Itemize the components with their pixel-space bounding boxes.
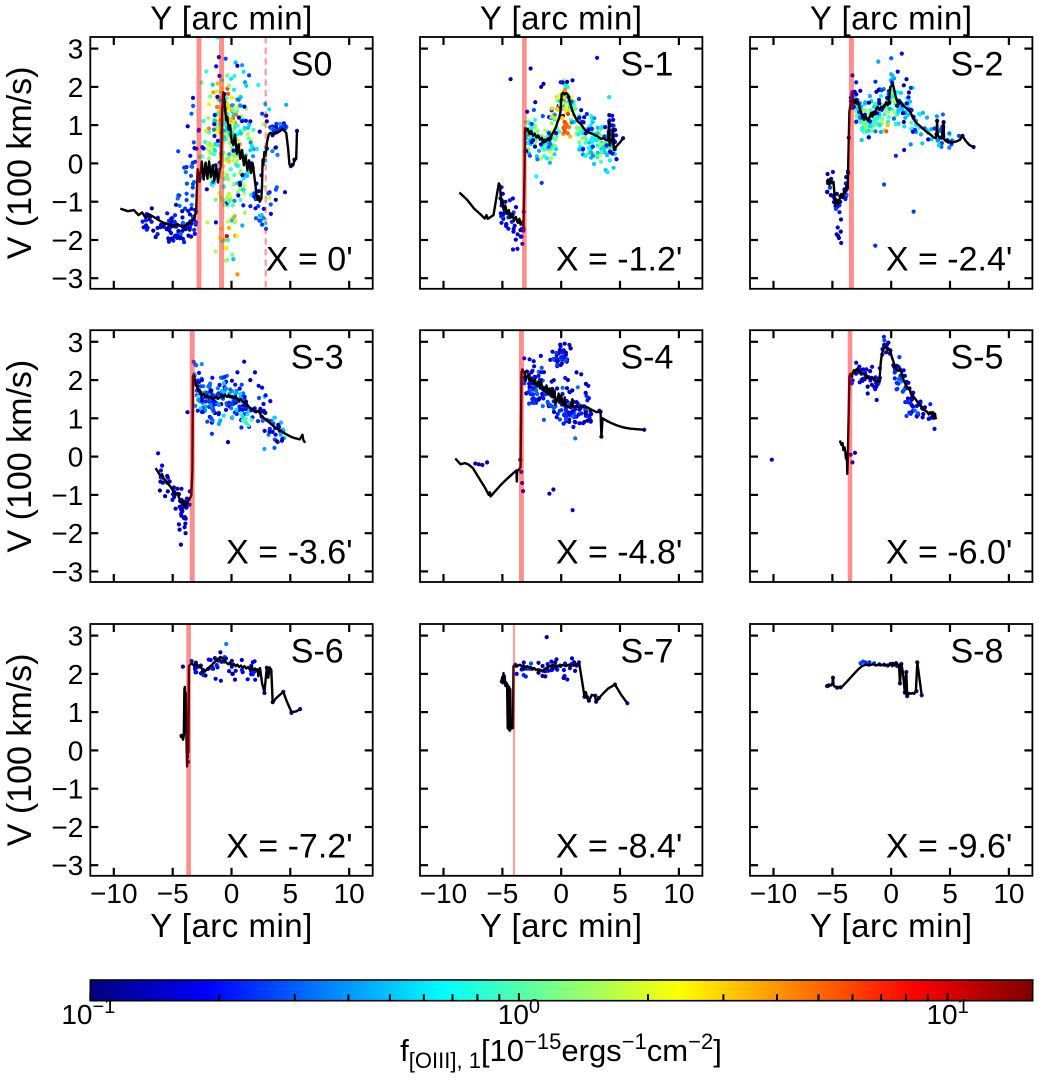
svg-text:2: 2	[68, 365, 84, 396]
svg-text:V (100 km/s): V (100 km/s)	[1, 67, 39, 260]
svg-text:0: 0	[68, 735, 84, 766]
svg-text:S-4: S-4	[621, 339, 674, 377]
svg-text:X = -2.4': X = -2.4'	[886, 240, 1013, 278]
svg-text:−2: −2	[51, 518, 83, 549]
svg-text:Y [arc min]: Y [arc min]	[810, 0, 973, 37]
svg-text:10: 10	[663, 878, 694, 909]
svg-text:1: 1	[68, 110, 84, 141]
svg-text:Y [arc min]: Y [arc min]	[480, 907, 643, 944]
svg-text:0: 0	[68, 442, 84, 473]
svg-text:−10: −10	[750, 878, 798, 909]
svg-text:−1: −1	[51, 187, 83, 218]
svg-text:X = -4.8': X = -4.8'	[556, 534, 683, 572]
svg-text:−10: −10	[420, 878, 468, 909]
svg-text:1: 1	[68, 403, 84, 434]
svg-text:Y [arc min]: Y [arc min]	[480, 0, 643, 37]
svg-text:V (100 km/s): V (100 km/s)	[1, 654, 39, 847]
svg-text:Y [arc min]: Y [arc min]	[150, 907, 313, 944]
svg-text:−5: −5	[816, 878, 848, 909]
svg-text:V (100 km/s): V (100 km/s)	[1, 360, 39, 553]
svg-text:S-2: S-2	[951, 46, 1004, 84]
svg-text:X = -7.2': X = -7.2'	[226, 827, 353, 865]
svg-text:−1: −1	[51, 480, 83, 511]
svg-text:Y [arc min]: Y [arc min]	[810, 907, 973, 944]
svg-text:S-6: S-6	[291, 633, 344, 671]
svg-text:−3: −3	[51, 263, 83, 294]
svg-text:X = -6.0': X = -6.0'	[886, 534, 1013, 572]
svg-text:X = -8.4': X = -8.4'	[556, 827, 683, 865]
svg-text:3: 3	[68, 621, 84, 652]
svg-text:X = 0': X = 0'	[266, 240, 353, 278]
svg-text:S-3: S-3	[291, 339, 344, 377]
svg-text:0: 0	[68, 148, 84, 179]
svg-text:3: 3	[68, 327, 84, 358]
svg-text:−3: −3	[51, 850, 83, 881]
svg-text:S-8: S-8	[951, 633, 1004, 671]
svg-text:−1: −1	[51, 774, 83, 805]
svg-text:X = -9.6': X = -9.6'	[886, 827, 1013, 865]
svg-text:2: 2	[68, 659, 84, 690]
svg-text:X = -3.6': X = -3.6'	[226, 534, 353, 572]
svg-text:0: 0	[883, 878, 899, 909]
svg-text:0: 0	[553, 878, 569, 909]
svg-text:−2: −2	[51, 225, 83, 256]
svg-text:3: 3	[68, 34, 84, 65]
svg-text:1: 1	[68, 697, 84, 728]
svg-text:10: 10	[334, 878, 365, 909]
svg-text:10: 10	[993, 878, 1024, 909]
svg-text:−5: −5	[486, 878, 518, 909]
svg-text:Y [arc min]: Y [arc min]	[150, 0, 313, 37]
svg-text:S-1: S-1	[621, 46, 674, 84]
svg-text:2: 2	[68, 72, 84, 103]
svg-text:S0: S0	[291, 46, 333, 84]
svg-text:X = -1.2': X = -1.2'	[556, 240, 683, 278]
svg-text:S-7: S-7	[621, 633, 674, 671]
svg-text:−3: −3	[51, 556, 83, 587]
svg-text:−10: −10	[90, 878, 138, 909]
svg-text:−2: −2	[51, 812, 83, 843]
svg-text:S-5: S-5	[951, 339, 1004, 377]
svg-text:5: 5	[283, 878, 299, 909]
svg-text:5: 5	[942, 878, 958, 909]
svg-text:5: 5	[612, 878, 628, 909]
svg-text:0: 0	[224, 878, 240, 909]
svg-text:−5: −5	[157, 878, 189, 909]
